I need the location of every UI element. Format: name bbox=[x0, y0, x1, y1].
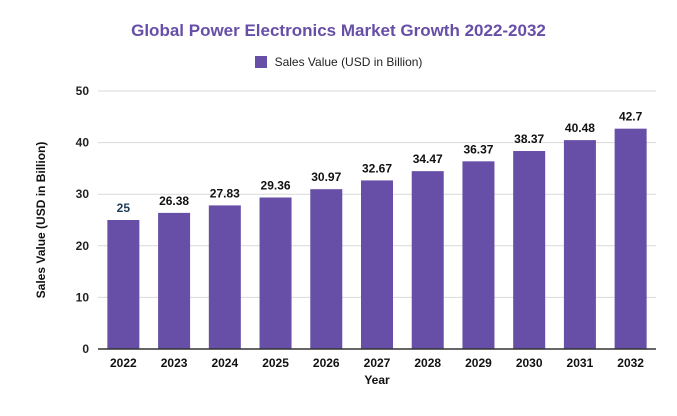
x-tick-label: 2024 bbox=[211, 356, 238, 370]
data-label: 26.38 bbox=[159, 194, 189, 208]
bar bbox=[462, 161, 495, 349]
y-tick-label: 40 bbox=[76, 136, 90, 150]
data-label: 40.48 bbox=[565, 121, 595, 135]
bar bbox=[614, 128, 647, 349]
y-tick-label: 20 bbox=[76, 239, 90, 253]
bar bbox=[259, 197, 292, 349]
x-tick-label: 2029 bbox=[465, 356, 492, 370]
bar bbox=[158, 212, 191, 349]
data-label: 32.67 bbox=[362, 161, 392, 175]
legend-swatch bbox=[254, 56, 267, 68]
y-axis-title: Sales Value (USD in Billion) bbox=[34, 142, 48, 299]
legend-label: Sales Value (USD in Billion) bbox=[274, 55, 423, 69]
data-label: 38.37 bbox=[514, 132, 544, 146]
x-tick-label: 2025 bbox=[262, 356, 289, 370]
legend: Sales Value (USD in Billion) bbox=[0, 55, 677, 69]
x-tick-label: 2032 bbox=[617, 356, 644, 370]
x-tick-label: 2030 bbox=[516, 356, 543, 370]
bar bbox=[563, 140, 596, 349]
bar bbox=[208, 205, 241, 349]
y-tick-label: 50 bbox=[76, 84, 90, 98]
bar bbox=[513, 151, 546, 349]
bar bbox=[411, 171, 444, 349]
x-tick-label: 2027 bbox=[364, 356, 391, 370]
y-tick-label: 10 bbox=[76, 290, 90, 304]
bar bbox=[310, 189, 343, 349]
data-label: 36.37 bbox=[463, 142, 493, 156]
data-label: 30.97 bbox=[311, 170, 341, 184]
bar bbox=[107, 220, 140, 349]
y-tick-label: 0 bbox=[82, 342, 89, 356]
data-label: 27.83 bbox=[210, 186, 240, 200]
x-tick-label: 2023 bbox=[161, 356, 188, 370]
data-label: 42.7 bbox=[619, 110, 643, 124]
bar bbox=[361, 180, 393, 349]
x-tick-label: 2022 bbox=[110, 356, 137, 370]
chart-title: Global Power Electronics Market Growth 2… bbox=[131, 21, 546, 40]
data-label: 25 bbox=[117, 201, 131, 215]
data-label: 29.36 bbox=[261, 179, 291, 193]
x-axis-title: Year bbox=[364, 373, 390, 387]
data-label: 34.47 bbox=[413, 152, 443, 166]
y-tick-label: 30 bbox=[76, 187, 90, 201]
x-tick-label: 2026 bbox=[313, 356, 340, 370]
x-tick-label: 2028 bbox=[414, 356, 441, 370]
x-tick-label: 2031 bbox=[567, 356, 594, 370]
